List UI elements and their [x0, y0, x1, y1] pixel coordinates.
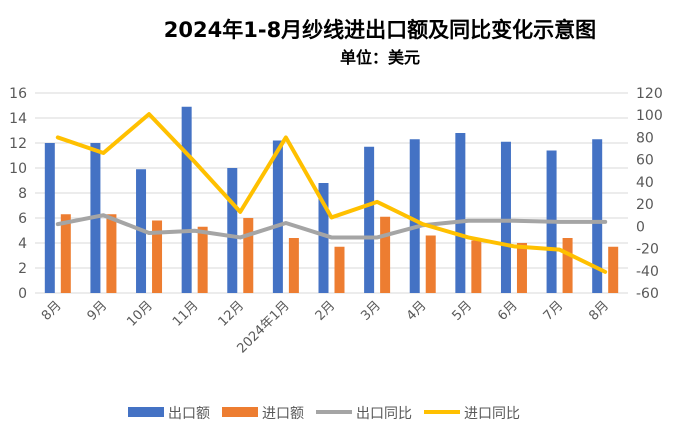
- left-tick-label: 0: [18, 286, 27, 302]
- chart-subtitle: 单位：美元: [339, 48, 420, 67]
- bar-进口额: [152, 220, 163, 293]
- x-tick-label: 8月: [586, 298, 612, 324]
- legend-label: 出口额: [168, 406, 210, 422]
- left-tick-label: 10: [9, 161, 27, 177]
- x-tick-label: 12月: [216, 298, 247, 329]
- bar-进口额: [608, 246, 619, 293]
- bar-进口额: [197, 226, 208, 293]
- right-tick-label: 20: [636, 197, 654, 213]
- right-tick-label: 60: [636, 153, 654, 169]
- left-tick-label: 2: [18, 261, 27, 277]
- legend-label: 出口同比: [356, 406, 412, 422]
- right-tick-label: 40: [636, 175, 654, 191]
- bar-出口额: [318, 183, 329, 293]
- legend-label: 进口同比: [464, 406, 520, 422]
- legend-swatch: [222, 407, 258, 417]
- bar-进口额: [243, 218, 254, 293]
- bar-进口额: [562, 238, 573, 293]
- bar-出口额: [364, 146, 375, 293]
- bar-进口额: [380, 216, 391, 293]
- left-tick-label: 8: [18, 186, 27, 202]
- right-tick-label: 120: [636, 86, 663, 102]
- bar-进口额: [106, 214, 117, 293]
- bar-出口额: [592, 139, 603, 293]
- bar-进口额: [334, 246, 345, 293]
- x-tick-label: 6月: [495, 298, 521, 324]
- bar-出口额: [500, 141, 511, 293]
- x-tick-label: 11月: [170, 298, 201, 329]
- legend-swatch: [128, 407, 164, 417]
- bar-进口额: [471, 240, 482, 293]
- bar-出口额: [181, 106, 192, 293]
- left-tick-label: 12: [9, 136, 27, 152]
- line-进口同比: [55, 112, 608, 274]
- right-tick-label: 80: [636, 130, 654, 146]
- chart-title: 2024年1-8月纱线进出口额及同比变化示意图: [163, 18, 597, 42]
- x-tick-label: 8月: [39, 298, 65, 324]
- bar-进口额: [288, 238, 299, 293]
- x-tick-label: 2月: [313, 298, 339, 324]
- right-tick-label: -40: [636, 264, 659, 280]
- left-tick-label: 16: [9, 86, 27, 102]
- right-tick-label: -60: [636, 286, 659, 302]
- line-出口同比: [55, 213, 608, 240]
- left-tick-label: 14: [9, 111, 27, 127]
- x-tick-label: 10月: [124, 298, 155, 329]
- bar-进口额: [60, 214, 71, 293]
- legend-label: 进口额: [262, 406, 304, 422]
- x-tick-label: 9月: [85, 298, 111, 324]
- right-tick-label: 0: [636, 219, 645, 235]
- bar-出口额: [455, 133, 466, 293]
- left-tick-label: 4: [18, 236, 27, 252]
- bar-进口额: [516, 243, 527, 293]
- bar-出口额: [272, 140, 283, 293]
- right-tick-label: -20: [636, 242, 659, 258]
- bar-出口额: [44, 143, 55, 293]
- x-tick-label: 4月: [404, 298, 430, 324]
- x-tick-label: 3月: [358, 298, 384, 324]
- x-tick-label: 5月: [450, 298, 476, 324]
- x-tick-label: 7月: [541, 298, 567, 324]
- bar-出口额: [227, 168, 238, 293]
- left-tick-label: 6: [18, 211, 27, 227]
- bar-出口额: [409, 139, 420, 293]
- bar-进口额: [425, 235, 436, 293]
- right-tick-label: 100: [636, 108, 663, 124]
